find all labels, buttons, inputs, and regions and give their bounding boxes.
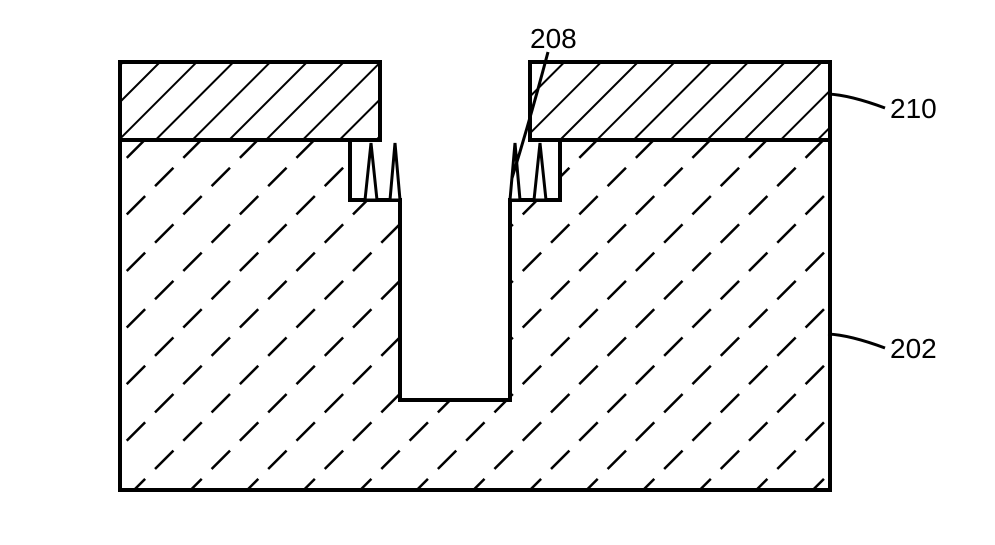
diagram-canvas: 208 210 202 — [0, 0, 995, 545]
leader-202 — [828, 334, 885, 348]
spike-3 — [534, 143, 546, 200]
leader-210 — [828, 94, 885, 108]
top-layer-left-210 — [120, 62, 380, 140]
top-layer-right-210 — [530, 62, 830, 140]
label-202: 202 — [890, 333, 937, 364]
label-210: 210 — [890, 93, 937, 124]
spike-1 — [390, 143, 400, 200]
substrate-202 — [120, 140, 830, 490]
label-208: 208 — [530, 23, 577, 54]
spike-0 — [365, 143, 377, 200]
